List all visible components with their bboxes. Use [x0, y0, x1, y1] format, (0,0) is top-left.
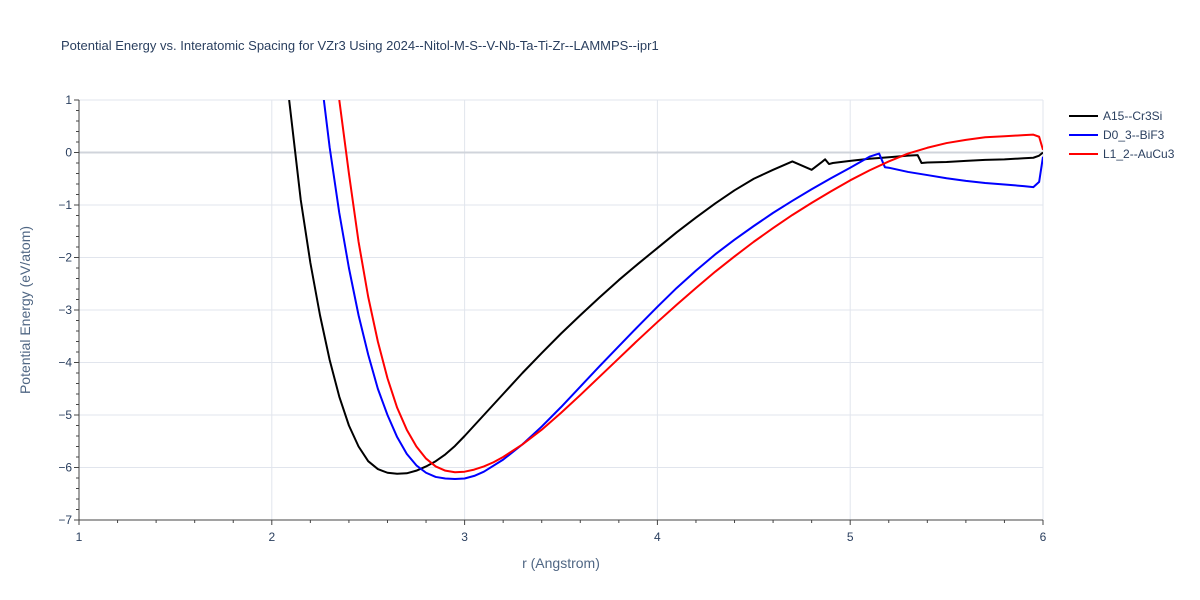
- x-tick-label: 6: [1040, 530, 1047, 544]
- axes: [74, 99, 1044, 525]
- legend-item-0[interactable]: A15--Cr3Si: [1069, 109, 1162, 123]
- x-tick-label: 4: [654, 530, 661, 544]
- y-tick-label: 1: [65, 93, 72, 107]
- series-line-0[interactable]: [288, 100, 1043, 475]
- y-tick-label: −5: [58, 408, 72, 422]
- y-tick-label: −4: [58, 356, 72, 370]
- y-tick-label: −3: [58, 303, 72, 317]
- y-tick-labels: 1 0 −1 −2 −3 −4 −5 −6 −7: [58, 93, 72, 527]
- x-tick-labels: 1 2 3 4 5 6: [76, 530, 1047, 544]
- y-tick-label: −1: [58, 198, 72, 212]
- legend[interactable]: A15--Cr3Si D0_3--BiF3 L1_2--AuCu3: [1069, 109, 1175, 161]
- x-tick-label: 2: [268, 530, 275, 544]
- y-tick-label: −2: [58, 251, 72, 265]
- x-tick-label: 5: [847, 530, 854, 544]
- grid-lines: [79, 99, 1044, 520]
- x-tick-label: 1: [76, 530, 83, 544]
- legend-label: D0_3--BiF3: [1103, 128, 1165, 142]
- x-axis-title: r (Angstrom): [522, 555, 600, 571]
- y-axis-title: Potential Energy (eV/atom): [17, 226, 33, 394]
- legend-item-1[interactable]: D0_3--BiF3: [1069, 128, 1165, 142]
- x-tick-label: 3: [461, 530, 468, 544]
- series-line-2[interactable]: [338, 100, 1043, 474]
- y-tick-label: −6: [58, 461, 72, 475]
- chart-title: Potential Energy vs. Interatomic Spacing…: [61, 38, 659, 53]
- series-line-1[interactable]: [322, 100, 1043, 481]
- legend-item-2[interactable]: L1_2--AuCu3: [1069, 147, 1175, 161]
- plot-area: [288, 100, 1043, 481]
- y-tick-label: 0: [65, 146, 72, 160]
- legend-label: A15--Cr3Si: [1103, 109, 1162, 123]
- y-tick-label: −7: [58, 513, 72, 527]
- legend-label: L1_2--AuCu3: [1103, 147, 1175, 161]
